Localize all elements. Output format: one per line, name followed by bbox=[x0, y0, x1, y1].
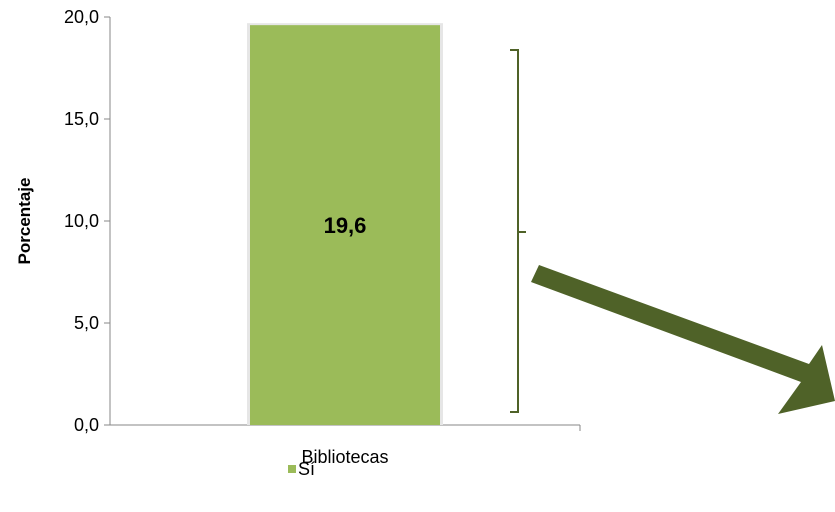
legend-label-si: Sí bbox=[298, 459, 315, 479]
bar-sí bbox=[250, 25, 440, 425]
bracket-annotation bbox=[510, 49, 526, 413]
bar-data-label: 19,6 bbox=[324, 213, 367, 238]
arrow-annotation bbox=[531, 265, 835, 414]
y-tick-label: 0,0 bbox=[74, 415, 99, 435]
y-axis-label: Porcentaje bbox=[15, 178, 34, 265]
category-label: Bibliotecas bbox=[301, 447, 388, 467]
bars bbox=[247, 23, 443, 425]
legend-swatch bbox=[288, 465, 296, 473]
y-ticks: 0,0 5,0 10,0 15,0 20,0 bbox=[64, 7, 110, 435]
category-labels: Bibliotecas bbox=[301, 447, 388, 467]
y-tick-label: 20,0 bbox=[64, 7, 99, 27]
y-tick-label: 5,0 bbox=[74, 313, 99, 333]
y-tick-label: 10,0 bbox=[64, 211, 99, 231]
data-labels: 19,6 bbox=[324, 213, 367, 238]
y-tick-label: 15,0 bbox=[64, 109, 99, 129]
legend: Sí bbox=[288, 459, 315, 479]
